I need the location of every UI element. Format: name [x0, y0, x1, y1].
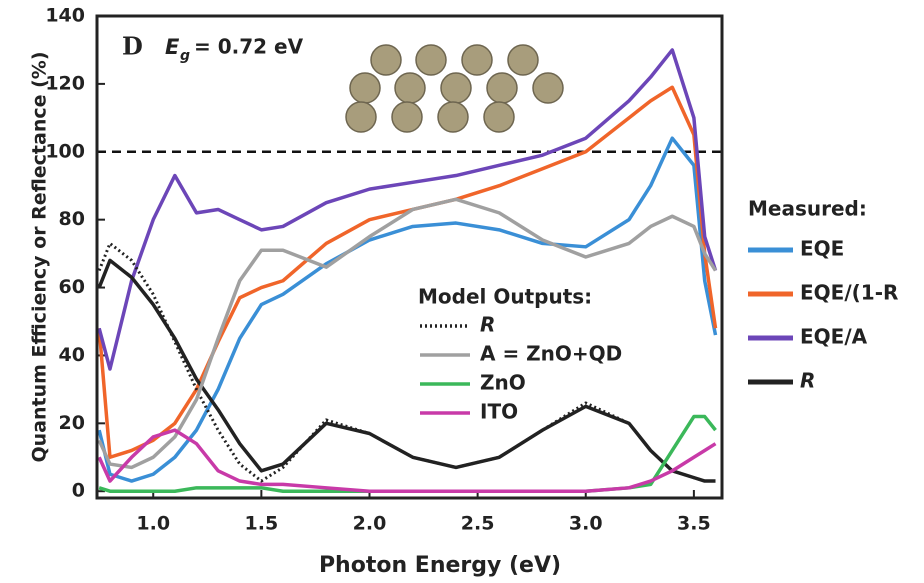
legend-label: R [480, 313, 495, 337]
x-tick-label: 2.0 [353, 513, 387, 535]
legend-title: Measured: [748, 197, 867, 221]
panel-label: D [122, 32, 143, 61]
series-line [99, 430, 715, 491]
y-tick-label: 80 [59, 208, 85, 230]
x-tick-label: 3.0 [569, 513, 603, 535]
y-tick-label: 140 [45, 5, 85, 27]
chart: D E g = 0.72 eV Photon Energy (eV) Quant… [0, 0, 924, 583]
series-line [99, 87, 715, 457]
annotation-symbol: E [165, 35, 180, 59]
y-tick-label: 0 [72, 480, 85, 502]
series-line [99, 260, 715, 481]
legend-label: EQE/(1-R [800, 281, 898, 305]
y-tick-label: 60 [59, 276, 85, 298]
annotation-subscript: g [180, 48, 190, 64]
legend-label: EQE [800, 237, 844, 261]
annotation-text: = 0.72 eV [194, 35, 304, 59]
x-tick-label: 3.5 [677, 513, 711, 535]
x-axis-label: Photon Energy (eV) [319, 553, 561, 578]
legend-title: Model Outputs: [418, 285, 592, 309]
legend-label: A = ZnO+QD [480, 342, 622, 366]
legend-label: EQE/A [800, 325, 868, 349]
y-tick-label: 100 [45, 140, 85, 162]
series-line [99, 138, 715, 481]
y-tick-label: 20 [59, 412, 85, 434]
legend-label: ITO [480, 400, 518, 424]
legend-label: ZnO [480, 371, 526, 395]
x-tick-label: 2.5 [461, 513, 495, 535]
legend-label: R [800, 369, 815, 393]
series-line [99, 243, 715, 481]
x-tick-label: 1.5 [245, 513, 279, 535]
nanoparticles [346, 45, 563, 132]
series-line [99, 199, 715, 467]
y-axis-label: Quantum Efficiency or Reflectance (%) [29, 51, 51, 462]
x-tick-label: 1.0 [136, 513, 170, 535]
y-tick-label: 40 [59, 344, 85, 366]
y-tick-label: 120 [45, 72, 85, 94]
